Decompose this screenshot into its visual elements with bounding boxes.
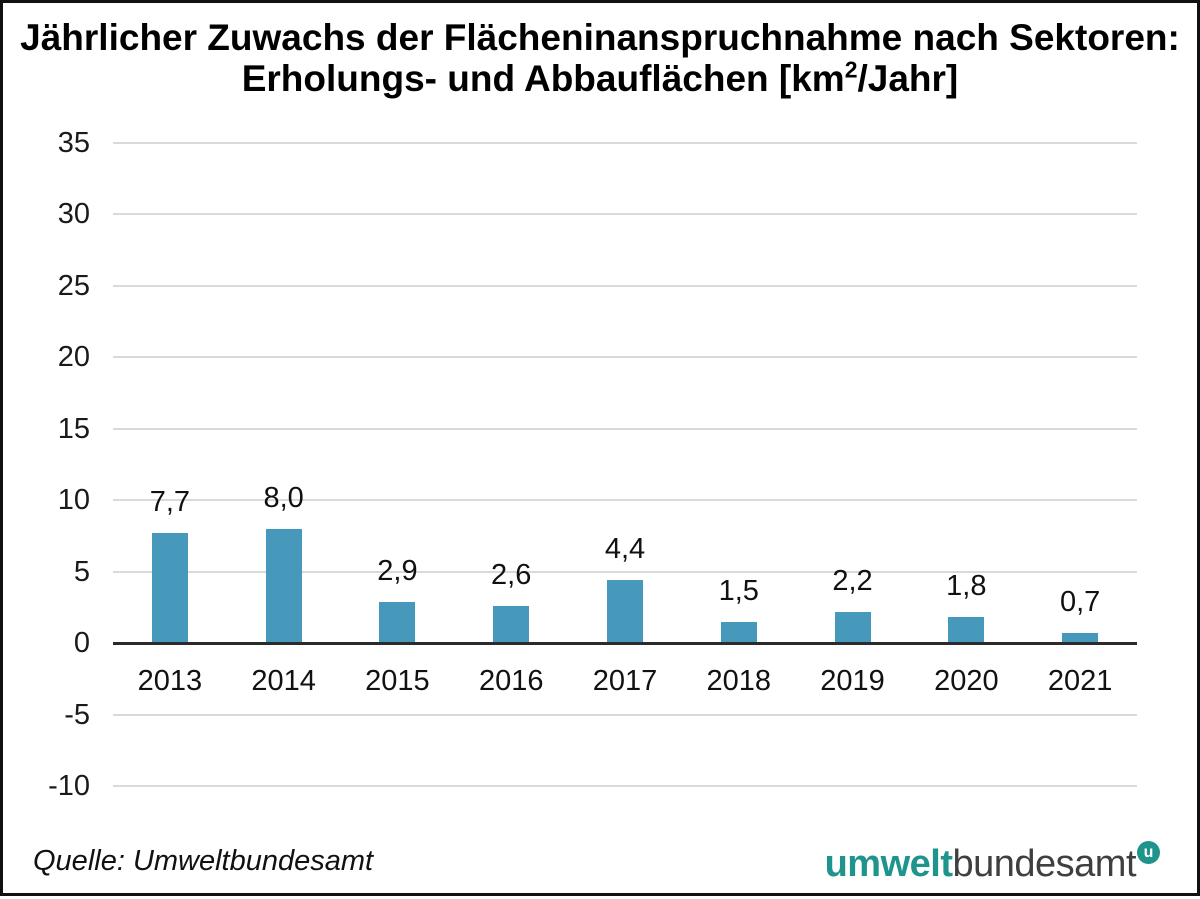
title-superscript: 2 <box>844 56 858 83</box>
bar-value-label: 2,2 <box>832 564 873 597</box>
umweltbundesamt-logo: umweltbundesamt u <box>825 841 1160 883</box>
logo-umwelt-text: umwelt <box>824 843 953 885</box>
y-axis-tick-label: 25 <box>57 269 90 302</box>
bar-value-label: 2,6 <box>491 558 532 591</box>
x-axis-tick-label: 2021 <box>1047 665 1113 698</box>
logo-u-badge-icon: u <box>1137 841 1160 864</box>
y-axis-tick-label: -5 <box>64 698 90 731</box>
bar <box>151 533 188 644</box>
gridline <box>113 213 1137 216</box>
bar <box>607 580 643 644</box>
y-axis-tick-label: 20 <box>57 341 90 374</box>
y-axis-tick-label: 35 <box>57 127 90 159</box>
gridline <box>113 427 1137 430</box>
bar-value-label: 0,7 <box>1059 586 1101 619</box>
gridline <box>113 284 1137 287</box>
gridline <box>113 356 1137 359</box>
x-axis-tick-label: 2017 <box>592 665 658 698</box>
gridline <box>113 570 1137 573</box>
y-axis-tick-label: 15 <box>57 412 90 445</box>
bar-value-label: 1,5 <box>718 574 759 607</box>
gridline <box>113 499 1137 502</box>
bar <box>493 605 530 644</box>
x-axis-tick-label: 2019 <box>820 665 885 698</box>
chart-title: Jährlicher Zuwachs der Flächeninanspruch… <box>0 17 1200 99</box>
plot-area <box>113 142 1137 787</box>
x-axis-tick-label: 2016 <box>478 665 544 698</box>
y-axis-tick-label: -10 <box>48 770 90 802</box>
x-axis-tick-label: 2018 <box>706 665 772 698</box>
gridline <box>113 785 1137 787</box>
y-axis-tick-label: 10 <box>57 484 90 517</box>
chart-title-line2: Erholungs- und Abbauflächen [km2/Jahr] <box>241 56 959 99</box>
bar <box>834 611 871 644</box>
zero-axis-line <box>113 642 1137 645</box>
logo-bundesamt-text: bundesamt <box>952 843 1136 885</box>
source-text: Quelle: Umweltbundesamt <box>33 845 374 877</box>
y-axis-tick-label: 0 <box>73 627 90 660</box>
bar <box>720 621 757 644</box>
bar-value-label: 7,7 <box>149 486 191 519</box>
gridline <box>113 142 1137 144</box>
bar-value-label: 1,8 <box>946 570 987 603</box>
y-axis-tick-label: 5 <box>73 555 90 588</box>
bar-value-label: 4,4 <box>604 533 646 566</box>
bar <box>265 528 302 644</box>
x-axis-tick-label: 2014 <box>251 665 316 698</box>
bar-value-label: 2,9 <box>377 554 418 587</box>
x-axis-tick-label: 2015 <box>365 665 430 698</box>
bar <box>1062 633 1099 644</box>
x-axis-tick-label: 2020 <box>934 665 999 698</box>
chart-title-line1: Jährlicher Zuwachs der Flächeninanspruch… <box>20 17 1180 58</box>
x-axis-tick-label: 2013 <box>137 665 203 698</box>
bar <box>948 617 985 644</box>
gridline <box>113 713 1137 716</box>
bar-value-label: 8,0 <box>263 481 304 514</box>
bar <box>379 601 416 644</box>
y-axis-tick-label: 30 <box>57 198 90 231</box>
